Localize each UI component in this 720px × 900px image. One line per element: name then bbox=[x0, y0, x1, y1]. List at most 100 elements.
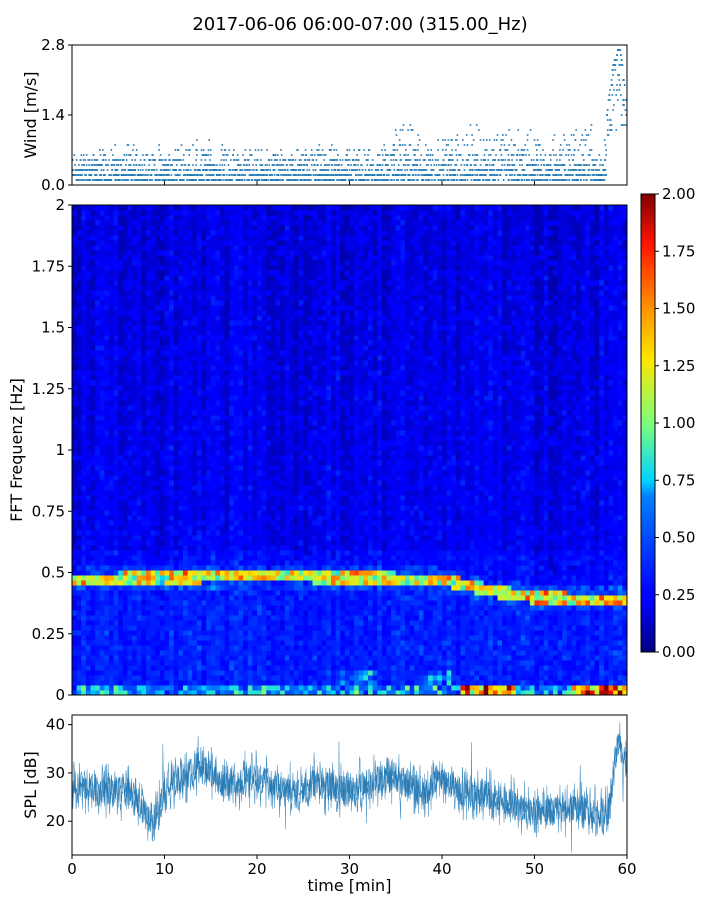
spectrogram-cell bbox=[141, 420, 147, 426]
spectrogram-cell bbox=[95, 515, 101, 521]
spectrogram-cell bbox=[150, 640, 156, 646]
spectrogram-cell bbox=[81, 390, 87, 396]
spectrogram-cell bbox=[109, 350, 115, 356]
spectrogram-cell bbox=[164, 375, 170, 381]
spectrogram-cell bbox=[155, 485, 161, 491]
spectrogram-cell bbox=[136, 400, 142, 406]
spectrogram-cell bbox=[118, 560, 124, 566]
wind-point bbox=[418, 174, 420, 176]
spectrogram-cell bbox=[173, 215, 179, 221]
wind-point bbox=[440, 164, 442, 166]
wind-point bbox=[398, 174, 401, 176]
spectrogram-cell bbox=[95, 300, 101, 306]
wind-point bbox=[307, 179, 310, 181]
wind-point bbox=[226, 174, 228, 176]
spectrogram-cell bbox=[150, 400, 156, 406]
spectrogram-cell bbox=[150, 360, 156, 366]
spectrogram-cell bbox=[164, 370, 170, 376]
wind-point bbox=[415, 149, 417, 151]
wind-point bbox=[602, 179, 604, 181]
wind-point bbox=[208, 179, 210, 181]
wind-point bbox=[401, 169, 403, 171]
wind-point bbox=[113, 164, 116, 166]
wind-point bbox=[427, 149, 429, 151]
spectrogram-cell bbox=[76, 660, 82, 666]
spectrogram-cell bbox=[183, 625, 189, 631]
spectrogram-cell bbox=[72, 460, 78, 466]
wind-point bbox=[420, 154, 422, 156]
wind-point bbox=[465, 159, 468, 161]
spectrogram-cell bbox=[178, 575, 184, 581]
wind-point bbox=[305, 154, 308, 156]
wind-point bbox=[437, 174, 439, 176]
wind-point bbox=[390, 159, 392, 161]
spectrogram-cell bbox=[155, 345, 161, 351]
wind-point bbox=[334, 174, 337, 176]
spectrogram-cell bbox=[127, 505, 133, 511]
wind-point bbox=[314, 164, 316, 166]
spectrogram-cell bbox=[159, 475, 166, 481]
wind-point bbox=[568, 144, 570, 146]
spectrogram-cell bbox=[99, 655, 105, 661]
spectrogram-cell bbox=[99, 415, 105, 421]
spectrogram-cell bbox=[109, 545, 115, 551]
spectrogram-cell bbox=[146, 535, 152, 541]
spectrogram-cell bbox=[104, 620, 110, 626]
spectrogram-cell bbox=[118, 540, 124, 546]
wind-point bbox=[560, 154, 563, 156]
wind-point bbox=[185, 149, 187, 151]
wind-point bbox=[328, 164, 331, 166]
spectrogram-cell bbox=[72, 450, 78, 456]
wind-point bbox=[401, 144, 404, 146]
spectrogram-cell bbox=[81, 615, 87, 621]
wind-point bbox=[618, 79, 621, 81]
spectrogram-cell bbox=[155, 595, 161, 601]
spectrogram-cell bbox=[113, 305, 119, 311]
spectrogram-cell bbox=[85, 690, 92, 695]
spectrogram-cell bbox=[122, 450, 129, 456]
spectrogram-cell bbox=[164, 530, 170, 536]
wind-point bbox=[510, 179, 513, 181]
spectrogram-cell bbox=[132, 410, 138, 416]
wind-point bbox=[229, 174, 231, 176]
wind-point bbox=[428, 179, 431, 181]
wind-point bbox=[381, 169, 383, 171]
spectrogram-cell bbox=[113, 520, 119, 526]
spectrogram-cell bbox=[155, 435, 161, 441]
spectrogram-cell bbox=[127, 495, 133, 501]
wind-point bbox=[102, 169, 105, 171]
spectrogram-cell bbox=[113, 230, 119, 236]
spectrogram-cell bbox=[159, 515, 166, 521]
spectrogram-cell bbox=[122, 430, 129, 436]
spectrogram-cell bbox=[109, 225, 115, 231]
wind-point bbox=[196, 154, 198, 156]
wind-point bbox=[473, 159, 476, 161]
wind-point bbox=[603, 139, 606, 141]
spectrogram-cell bbox=[141, 435, 147, 441]
wind-point bbox=[154, 159, 156, 161]
spectrogram-cell bbox=[109, 475, 115, 481]
spectrogram-cell bbox=[95, 260, 101, 266]
wind-point bbox=[513, 164, 516, 166]
wind-point bbox=[513, 179, 516, 181]
spectrogram-cell bbox=[155, 630, 161, 636]
spectrogram-cell bbox=[81, 555, 87, 561]
spectrogram-cell bbox=[164, 665, 170, 671]
wind-point bbox=[154, 174, 156, 176]
spectrogram-cell bbox=[136, 280, 142, 286]
spectrogram-cell bbox=[81, 360, 87, 366]
wind-point bbox=[415, 169, 418, 171]
spectrogram-cell bbox=[122, 435, 129, 441]
wind-point bbox=[407, 129, 409, 131]
spectrogram-cell bbox=[173, 320, 179, 326]
wind-point bbox=[613, 89, 615, 91]
wind-point bbox=[278, 164, 281, 166]
wind-point bbox=[150, 174, 153, 176]
spectrogram-cell bbox=[146, 300, 152, 306]
wind-point bbox=[405, 159, 408, 161]
spectrogram-cell bbox=[173, 330, 179, 336]
spectrogram-cell bbox=[146, 540, 152, 546]
wind-point bbox=[454, 174, 456, 176]
wind-point bbox=[346, 169, 348, 171]
